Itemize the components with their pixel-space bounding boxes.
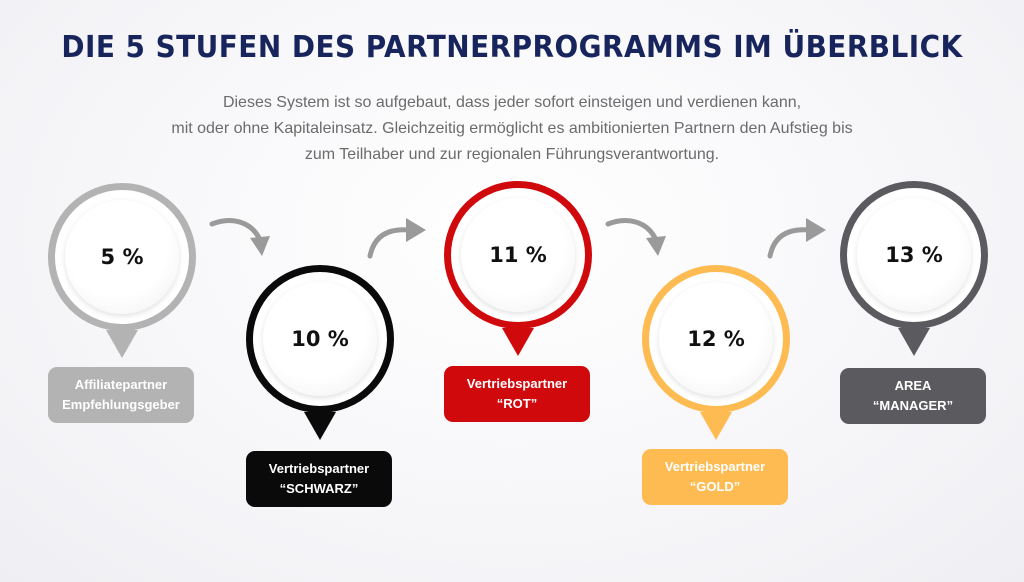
- curved-arrow-up-right-icon: [767, 218, 826, 259]
- curved-arrow-up-right-icon: [367, 218, 426, 259]
- stage-3-label-line2: “ROT”: [496, 396, 538, 411]
- stage-5-label-line2: “MANAGER”: [872, 398, 954, 413]
- stage-5-label: AREA “MANAGER”: [840, 368, 986, 424]
- pin-pointer: [304, 412, 336, 440]
- page-subtitle: Dieses System ist so aufgebaut, dass jed…: [112, 90, 912, 168]
- stage-4-percent: 12 %: [687, 327, 745, 351]
- stage-1-label-line2: Empfehlungsgeber: [62, 397, 180, 412]
- pin-pointer: [700, 412, 732, 440]
- stage-4-label-line2: “GOLD”: [689, 479, 741, 494]
- stage-2-percent: 10 %: [291, 327, 349, 351]
- stage-3-label-line1: Vertriebspartner: [466, 376, 568, 391]
- subtitle-line: mit oder ohne Kapitaleinsatz. Gleichzeit…: [171, 120, 853, 137]
- stage-1-pin: 5 %: [48, 183, 196, 358]
- stage-5-label-line1: AREA: [894, 378, 932, 393]
- pin-pointer: [502, 328, 534, 356]
- stage-2-label-line2: “SCHWARZ”: [279, 481, 359, 496]
- stage-2-circle: 10 %: [263, 282, 377, 396]
- stage-3-label: Vertriebspartner “ROT”: [444, 366, 590, 422]
- stage-1-label: Affiliatepartner Empfehlungsgeber: [48, 367, 194, 423]
- curved-arrow-down-right-icon: [605, 218, 666, 256]
- subtitle-line: zum Teilhaber und zur regionalen Führung…: [304, 146, 720, 163]
- stage-5-circle: 13 %: [857, 198, 971, 312]
- stage-4-label-line1: Vertriebspartner: [664, 459, 766, 474]
- stage-2-label-line1: Vertriebspartner: [268, 461, 370, 476]
- pin-pointer: [106, 330, 138, 358]
- stage-4-label: Vertriebspartner “GOLD”: [642, 449, 788, 505]
- stage-2-label: Vertriebspartner “SCHWARZ”: [246, 451, 392, 507]
- pin-pointer: [898, 328, 930, 356]
- stage-5-pin: 13 %: [840, 181, 988, 356]
- stage-3-percent: 11 %: [489, 243, 547, 267]
- stage-4-circle: 12 %: [659, 282, 773, 396]
- curved-arrow-down-right-icon: [209, 218, 270, 256]
- stage-1-label-line1: Affiliatepartner: [74, 377, 168, 392]
- stage-1-percent: 5 %: [100, 245, 144, 269]
- page-title: DIE 5 STUFEN DES PARTNERPROGRAMMS IM ÜBE…: [61, 30, 963, 65]
- stage-3-pin: 11 %: [444, 181, 592, 356]
- stage-4-pin: 12 %: [642, 265, 790, 440]
- stage-1-circle: 5 %: [65, 200, 179, 314]
- stage-2-pin: 10 %: [246, 265, 394, 440]
- subtitle-line: Dieses System ist so aufgebaut, dass jed…: [222, 94, 802, 111]
- stage-3-circle: 11 %: [461, 198, 575, 312]
- stage-5-percent: 13 %: [885, 243, 943, 267]
